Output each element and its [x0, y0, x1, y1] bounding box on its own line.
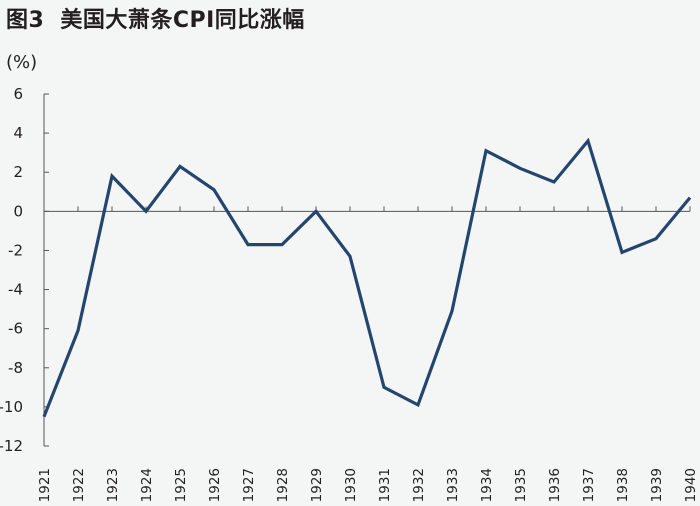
x-tick-label: 1940: [683, 468, 699, 502]
figure-label: 图3: [6, 8, 45, 33]
x-tick-label: 1936: [547, 468, 563, 502]
x-tick-label: 1935: [513, 468, 529, 502]
x-tick-label: 1928: [275, 468, 291, 502]
y-tick-label: -10: [0, 398, 23, 416]
x-tick-label: 1933: [445, 468, 461, 502]
x-tick-label: 1927: [241, 468, 257, 502]
x-tick-label: 1931: [377, 468, 393, 502]
x-tick-label: 1922: [71, 468, 87, 502]
y-tick-label: -2: [8, 241, 23, 259]
y-tick-label: 2: [13, 163, 23, 181]
x-tick-label: 1937: [581, 468, 597, 502]
y-tick-label: 4: [13, 124, 23, 142]
y-axis-unit-label: (%): [6, 52, 38, 73]
y-tick-label: -8: [8, 359, 23, 377]
x-tick-label: 1925: [173, 468, 189, 502]
y-tick-label: 0: [13, 202, 23, 220]
y-tick-label: -12: [0, 437, 23, 455]
series-line: [42, 137, 692, 418]
x-tick-label: 1939: [649, 468, 665, 502]
x-tick-label: 1932: [411, 468, 427, 502]
x-axis: 1921 1922 1923 1924 1925 1926 1927 1928 1929 1930…: [37, 206, 699, 502]
x-tick-label: 1929: [309, 468, 325, 502]
x-tick-label: 1923: [105, 468, 121, 502]
x-tick-label: 1926: [207, 468, 223, 502]
y-tick-label: -6: [8, 320, 23, 338]
x-tick-label: 1930: [343, 468, 359, 502]
y-tick-label: -4: [8, 281, 23, 299]
x-tick-label: 1938: [615, 468, 631, 502]
series-group: [42, 137, 692, 418]
x-tick-label: 1921: [37, 468, 53, 502]
y-axis: 6 4 2 0 -2 -4 -6 -8 -10 -12: [0, 85, 49, 455]
y-tick-label: 6: [13, 85, 23, 103]
x-tick-label: 1924: [139, 468, 155, 502]
chart-title: 图3 美国大萧条CPI同比涨幅: [6, 2, 305, 34]
chart-title-text: 美国大萧条CPI同比涨幅: [60, 8, 305, 33]
x-tick-label: 1934: [479, 468, 495, 502]
